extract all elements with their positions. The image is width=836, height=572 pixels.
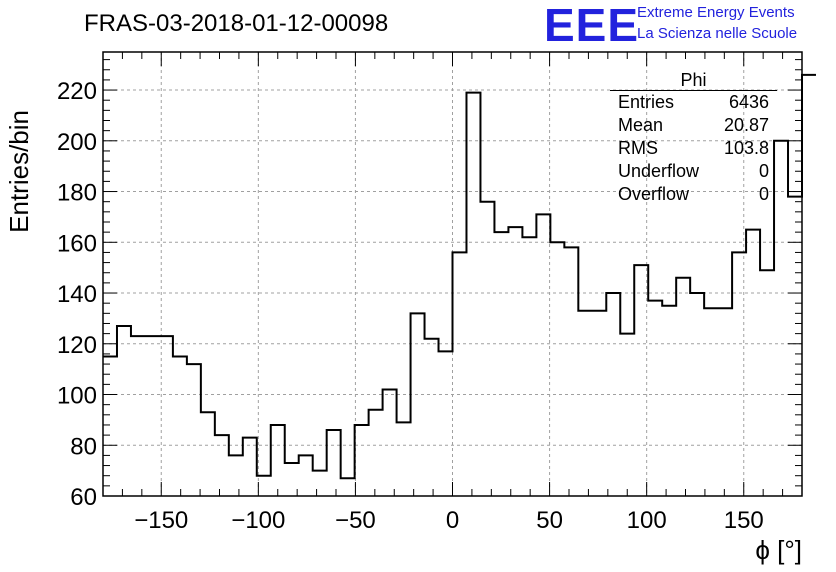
stats-row-entries: Entries 6436 bbox=[610, 91, 777, 114]
y-tick-label: 180 bbox=[57, 180, 97, 207]
histogram-bin bbox=[620, 334, 634, 496]
histogram-bin bbox=[466, 93, 480, 496]
histogram-bin bbox=[648, 301, 662, 496]
histogram-bin bbox=[718, 308, 732, 496]
histogram-bin bbox=[690, 293, 704, 496]
histogram-series bbox=[103, 73, 816, 480]
histogram-bin bbox=[243, 438, 257, 496]
histogram-bin bbox=[788, 197, 802, 496]
histogram-bin bbox=[117, 326, 131, 496]
histogram-bin bbox=[494, 232, 508, 496]
y-tick-label: 80 bbox=[70, 433, 97, 460]
histogram-bin bbox=[676, 278, 690, 496]
logo-subtitle-line2: La Scienza nelle Scuole bbox=[637, 25, 798, 42]
histogram-bin bbox=[187, 364, 201, 496]
y-tick-label: 220 bbox=[57, 78, 97, 105]
y-tick-label: 160 bbox=[57, 230, 97, 257]
eee-logo: EEE bbox=[544, 0, 640, 51]
histogram-bin bbox=[341, 478, 355, 496]
x-tick-label: 150 bbox=[724, 507, 764, 534]
stats-row-mean: Mean 20.87 bbox=[610, 114, 777, 137]
x-tick-label: −100 bbox=[231, 507, 285, 534]
histogram-bin bbox=[634, 265, 648, 496]
histogram-bin bbox=[480, 202, 494, 496]
stats-row-rms: RMS 103.8 bbox=[610, 137, 777, 160]
histogram-bin bbox=[131, 336, 145, 496]
x-tick-label: −50 bbox=[335, 507, 376, 534]
histogram-bin bbox=[592, 311, 606, 496]
histogram-bin bbox=[285, 463, 299, 496]
logo-subtitle-line1: Extreme Energy Events bbox=[637, 4, 795, 21]
stats-label: Mean bbox=[618, 115, 664, 135]
histogram-bin bbox=[760, 270, 774, 496]
histogram-bin bbox=[313, 471, 327, 496]
histogram-title: FRAS-03-2018-01-12-00098 bbox=[84, 10, 389, 37]
stats-label: Overflow bbox=[618, 184, 690, 204]
histogram-bin bbox=[662, 306, 676, 496]
stats-label: RMS bbox=[618, 138, 658, 158]
histogram-bin bbox=[425, 339, 439, 496]
histogram-bin bbox=[103, 356, 117, 496]
histogram-bin bbox=[145, 336, 159, 496]
histogram-bin bbox=[522, 237, 536, 496]
stats-value: 20.87 bbox=[723, 115, 769, 135]
stats-name: Phi bbox=[610, 70, 777, 91]
stats-label: Underflow bbox=[618, 161, 700, 181]
x-tick-label: 50 bbox=[536, 507, 563, 534]
histogram-bin bbox=[215, 435, 229, 496]
histogram-bin bbox=[299, 455, 313, 496]
y-tick-label: 60 bbox=[70, 484, 97, 511]
y-tick-label: 100 bbox=[57, 383, 97, 410]
stats-value: 103.8 bbox=[723, 138, 769, 158]
stats-value: 0 bbox=[758, 184, 769, 204]
histogram-bin bbox=[732, 252, 746, 496]
histogram-bin bbox=[508, 227, 522, 496]
stats-row-underflow: Underflow 0 bbox=[610, 160, 777, 183]
histogram-bin bbox=[201, 412, 215, 496]
stats-row-overflow: Overflow 0 bbox=[610, 183, 777, 206]
histogram-bin bbox=[802, 75, 816, 496]
histogram-bin bbox=[271, 425, 285, 496]
x-tick-label: 0 bbox=[446, 507, 459, 534]
y-tick-label: 120 bbox=[57, 332, 97, 359]
histogram-bin bbox=[369, 410, 383, 496]
y-axis-label: Entries/bin bbox=[4, 110, 34, 233]
stats-value: 0 bbox=[758, 161, 769, 181]
histogram-bin bbox=[536, 214, 550, 496]
x-tick-label: −150 bbox=[134, 507, 188, 534]
histogram-bin bbox=[564, 247, 578, 496]
y-tick-label: 140 bbox=[57, 281, 97, 308]
histogram-bin bbox=[355, 425, 369, 496]
histogram-bin bbox=[397, 422, 411, 496]
stats-label: Entries bbox=[618, 92, 675, 112]
histogram-bin bbox=[257, 476, 271, 496]
histogram-bin bbox=[453, 252, 467, 496]
histogram-bin bbox=[746, 230, 760, 496]
stats-box: Phi Entries 6436 Mean 20.87 RMS 103.8 Un… bbox=[610, 70, 777, 206]
histogram-bin bbox=[159, 336, 173, 496]
histogram-bin bbox=[411, 313, 425, 496]
stats-value: 6436 bbox=[728, 92, 769, 112]
histogram-bin bbox=[606, 293, 620, 496]
x-tick-label: 100 bbox=[627, 507, 667, 534]
histogram-bin bbox=[704, 308, 718, 496]
x-axis-label: ϕ [°] bbox=[755, 535, 802, 565]
histogram-bin bbox=[173, 356, 187, 496]
histogram-bin bbox=[383, 389, 397, 496]
histogram-bin bbox=[550, 242, 564, 496]
histogram-bin bbox=[327, 430, 341, 496]
histogram-bin bbox=[229, 455, 243, 496]
y-tick-label: 200 bbox=[57, 129, 97, 156]
histogram-bin bbox=[578, 311, 592, 496]
histogram-bin bbox=[439, 351, 453, 496]
